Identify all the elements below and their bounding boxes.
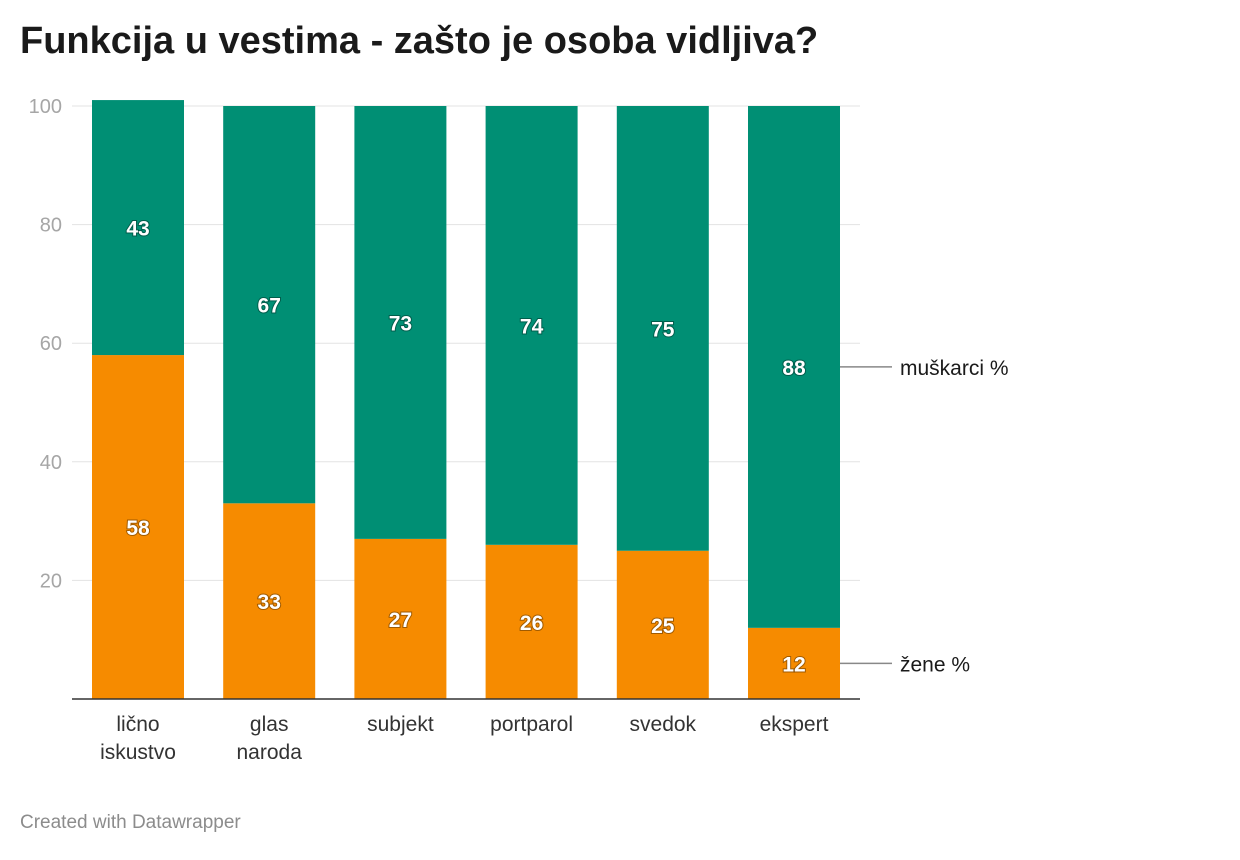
bar-zene-1 — [223, 503, 316, 699]
x-tick-label-0: lično — [116, 713, 159, 736]
bar-zene-2 — [354, 538, 447, 699]
bar-zene-0 — [92, 355, 184, 699]
data-label-zene-5: 12 — [782, 653, 805, 676]
x-tick-label-0-line2: iskustvo — [100, 741, 176, 764]
bar-muskarci-0 — [92, 100, 184, 356]
bar-muskarci-3 — [485, 106, 578, 545]
legend-label-zene: žene % — [900, 653, 970, 676]
data-label-muskarci-4: 75 — [651, 318, 675, 341]
x-tick-label-2: subjekt — [367, 713, 434, 736]
x-tick-label-3: portparol — [490, 713, 573, 736]
data-label-muskarci-5: 88 — [782, 357, 806, 380]
legend-label-muskarci: muškarci % — [900, 357, 1009, 380]
y-tick-label-100: 100 — [29, 96, 62, 118]
y-tick-label-60: 60 — [40, 333, 62, 355]
data-label-muskarci-3: 74 — [520, 315, 544, 338]
bar-muskarci-1 — [223, 106, 316, 504]
data-label-zene-2: 27 — [389, 609, 412, 632]
y-tick-label-80: 80 — [40, 215, 62, 237]
bar-muskarci-2 — [354, 106, 447, 539]
x-tick-label-1: glas — [250, 713, 289, 736]
x-tick-label-1-line2: naroda — [237, 741, 303, 764]
data-label-muskarci-1: 67 — [258, 295, 281, 318]
data-label-zene-4: 25 — [651, 615, 675, 638]
y-tick-label-20: 20 — [40, 570, 62, 592]
x-tick-label-5: ekspert — [760, 713, 829, 736]
y-tick-label-40: 40 — [40, 452, 62, 474]
data-label-zene-1: 33 — [258, 591, 281, 614]
bar-zene-5 — [748, 627, 840, 699]
footer-credit: Created with Datawrapper — [20, 812, 241, 833]
data-label-muskarci-0: 43 — [126, 218, 149, 241]
bar-zene-3 — [485, 544, 578, 699]
data-label-zene-3: 26 — [520, 612, 543, 635]
data-label-zene-0: 58 — [126, 517, 150, 540]
x-tick-label-4: svedok — [630, 713, 697, 736]
data-label-muskarci-2: 73 — [389, 312, 412, 335]
bar-muskarci-4 — [616, 106, 709, 551]
chart-title: Funkcija u vestima - zašto je osoba vidl… — [20, 20, 819, 62]
bar-zene-4 — [616, 550, 709, 699]
bar-muskarci-5 — [748, 106, 840, 628]
